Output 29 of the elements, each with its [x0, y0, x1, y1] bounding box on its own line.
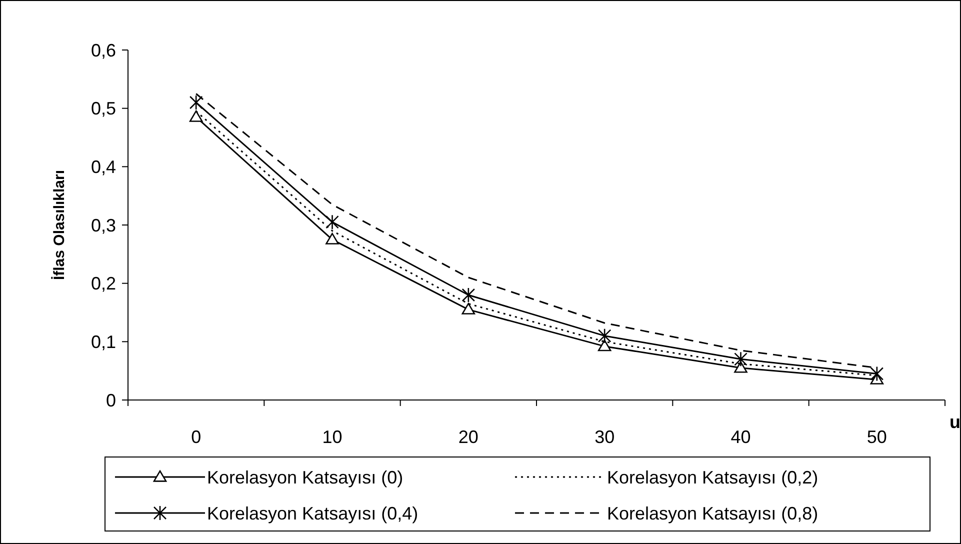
point — [326, 214, 339, 230]
legend-label: Korelasyon Katsayısı (0) — [207, 467, 404, 488]
x-tick-label: 20 — [458, 427, 478, 447]
y-tick-label: 0,5 — [90, 98, 116, 119]
point — [462, 302, 476, 314]
y-tick-label: 0,4 — [90, 156, 116, 177]
y-tick-label: 0,1 — [90, 332, 116, 352]
x-tick-label: 50 — [866, 427, 887, 447]
y-tick-label: 0,3 — [90, 215, 116, 236]
x-tick-label: 10 — [322, 427, 342, 447]
x-axis-title: u — [950, 412, 960, 432]
point — [598, 328, 612, 344]
y-tick-label: 0,6 — [90, 40, 116, 60]
legend-label: Korelasyon Katsayısı (0,8) — [607, 503, 818, 524]
y-axis-title: İflas Olasılıkları — [51, 170, 68, 280]
point — [598, 340, 612, 352]
point — [462, 287, 476, 303]
x-tick-label: 0 — [191, 427, 202, 447]
point — [734, 352, 748, 367]
legend-label: Korelasyon Katsayısı (0,4) — [207, 503, 418, 524]
point — [734, 361, 748, 373]
x-tick-label: 30 — [594, 427, 615, 447]
legend-label: Korelasyon Katsayısı (0,2) — [607, 467, 818, 488]
y-tick-label: 0,2 — [90, 274, 116, 294]
y-tick-label: 0 — [106, 390, 116, 410]
point — [326, 232, 339, 244]
x-tick-label: 40 — [730, 427, 751, 447]
point — [189, 110, 203, 122]
point — [189, 94, 203, 110]
